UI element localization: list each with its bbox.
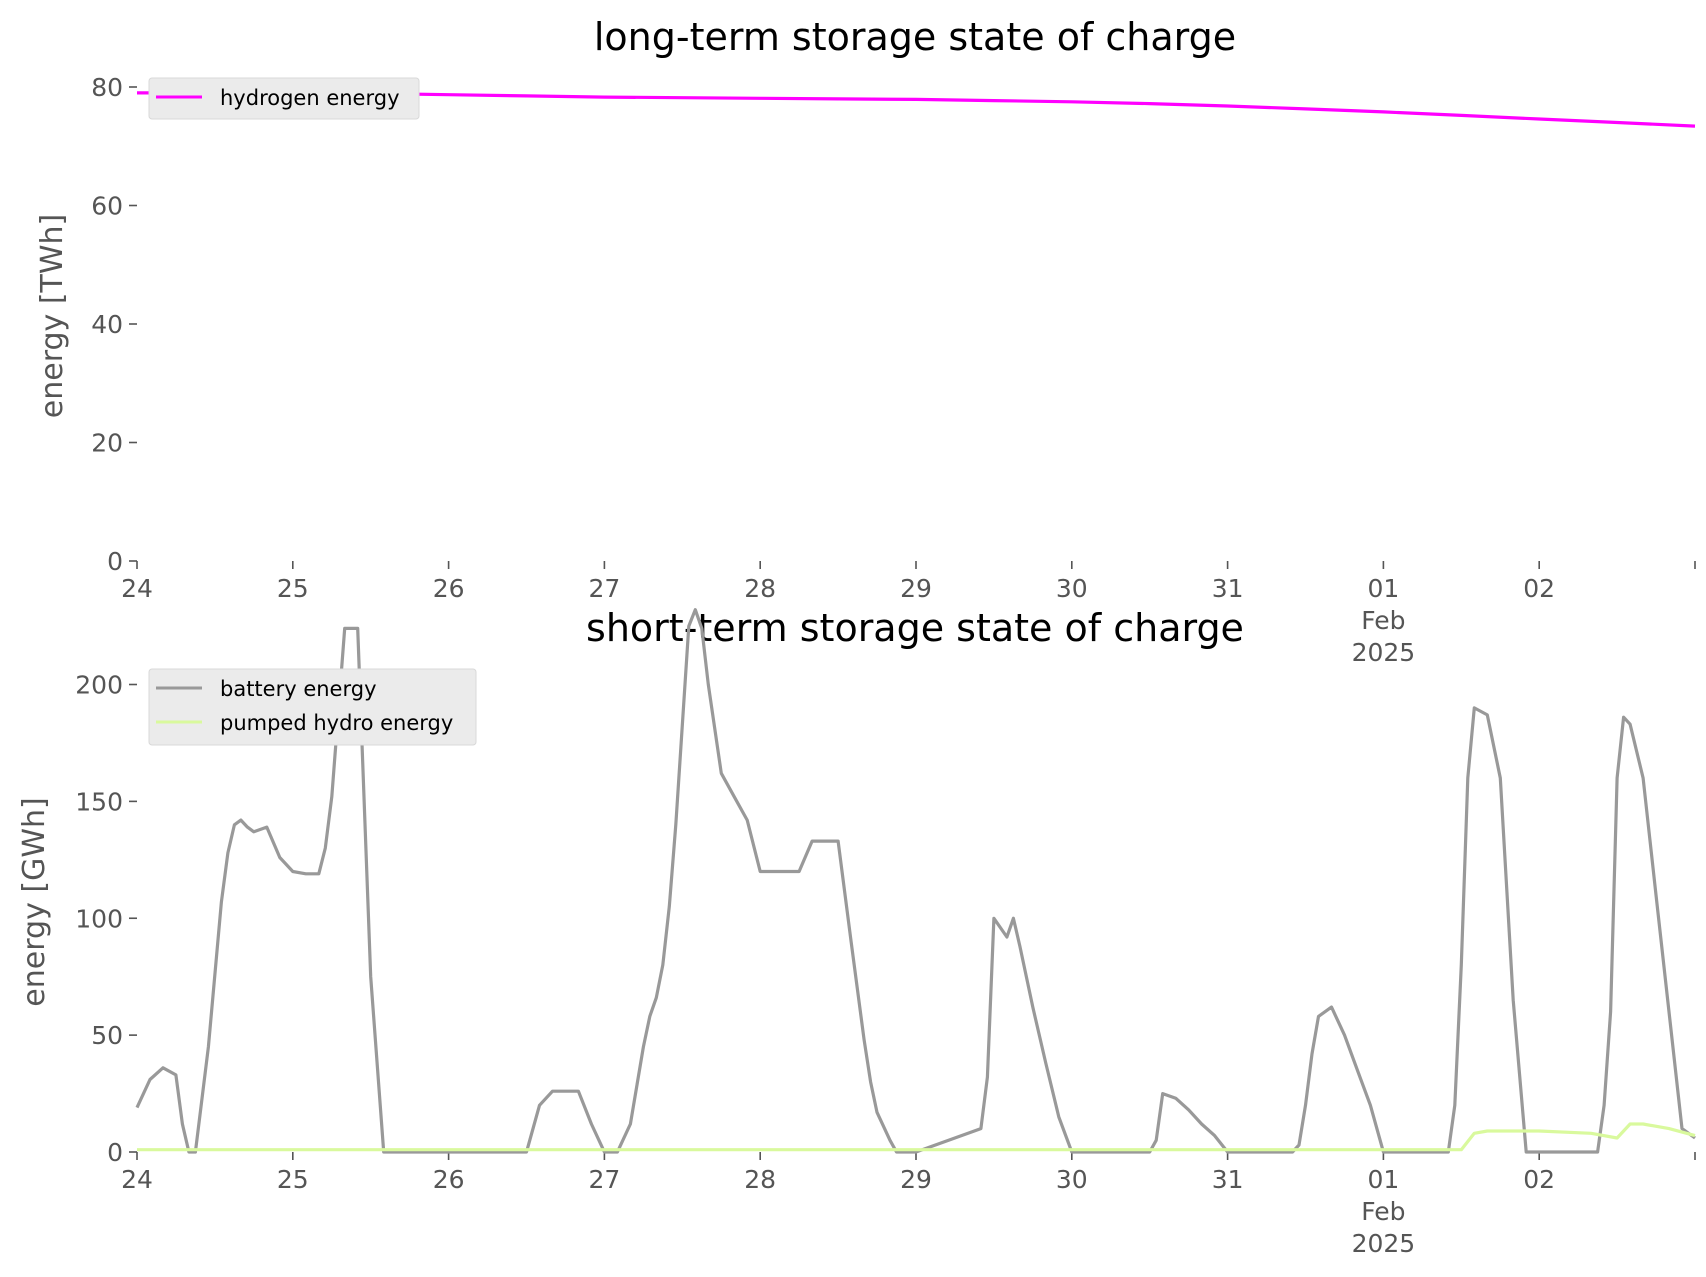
x-tick-label: 02 — [1523, 574, 1555, 603]
legend-entry-pumped-hydro: pumped hydro energy — [220, 711, 453, 735]
x-tick-label: 25 — [277, 574, 309, 603]
y-tick-label: 60 — [91, 192, 123, 221]
x-tick-label: 30 — [1056, 574, 1088, 603]
x-tick-label: 26 — [433, 1165, 465, 1194]
legend-box — [148, 77, 420, 120]
y-axis-label: energy [TWh] — [35, 214, 70, 418]
x-tick-label: 30 — [1056, 1165, 1088, 1194]
x-tick-label: 2025 — [1352, 1229, 1416, 1258]
x-tick-label: Feb — [1361, 1197, 1405, 1226]
y-axis-label: energy [GWh] — [17, 797, 52, 1006]
y-tick-label: 80 — [91, 73, 123, 102]
y-tick-label: 50 — [91, 1021, 123, 1050]
y-tick-label: 40 — [91, 310, 123, 339]
x-tick-label: 29 — [900, 1165, 932, 1194]
y-axis-ticks: 0 20 40 60 80 — [91, 73, 137, 576]
y-tick-label: 150 — [75, 787, 123, 816]
y-tick-label: 0 — [107, 547, 123, 576]
x-tick-label: 25 — [277, 1165, 309, 1194]
x-tick-label: 31 — [1212, 574, 1244, 603]
legend-entry-battery: battery energy — [220, 677, 377, 701]
x-tick-label: 26 — [433, 574, 465, 603]
short-term-storage-panel: short-term storage state of charge energ… — [17, 606, 1696, 1258]
x-tick-label: 02 — [1523, 1165, 1555, 1194]
legend: hydrogen energy — [148, 77, 420, 120]
chart-title: long-term storage state of charge — [594, 15, 1236, 59]
x-axis-ticks: 24 25 26 27 28 29 30 31 01 Feb 2025 02 — [121, 1152, 1696, 1258]
y-tick-label: 20 — [91, 429, 123, 458]
x-tick-label: 29 — [900, 574, 932, 603]
series-line-pumped-hydro-energy — [137, 1122, 1696, 1152]
x-tick-label: 27 — [588, 1165, 620, 1194]
x-tick-label: 28 — [744, 574, 776, 603]
series-lines — [135, 608, 1696, 1154]
y-tick-label: 200 — [75, 671, 123, 700]
legend-box — [148, 668, 477, 746]
x-tick-label: 01 — [1367, 574, 1399, 603]
long-term-storage-panel: long-term storage state of charge energy… — [35, 15, 1696, 667]
x-tick-label: 27 — [588, 574, 620, 603]
legend: battery energy pumped hydro energy — [148, 668, 477, 746]
x-axis-ticks: 24 25 26 27 28 29 30 31 01 Feb 2025 02 — [121, 561, 1696, 667]
x-tick-label: 31 — [1212, 1165, 1244, 1194]
y-tick-label: 100 — [75, 904, 123, 933]
series-line-battery-energy — [135, 608, 1696, 1154]
x-tick-label: 24 — [121, 574, 153, 603]
x-tick-label: 24 — [121, 1165, 153, 1194]
x-tick-label: 2025 — [1352, 638, 1416, 667]
x-tick-label: 01 — [1367, 1165, 1399, 1194]
x-tick-label: 28 — [744, 1165, 776, 1194]
y-axis-ticks: 0 50 100 150 200 — [75, 671, 137, 1167]
chart-title: short-term storage state of charge — [586, 606, 1244, 650]
y-tick-label: 0 — [107, 1138, 123, 1167]
legend-entry-hydrogen: hydrogen energy — [220, 86, 400, 110]
x-tick-label: Feb — [1361, 606, 1405, 635]
